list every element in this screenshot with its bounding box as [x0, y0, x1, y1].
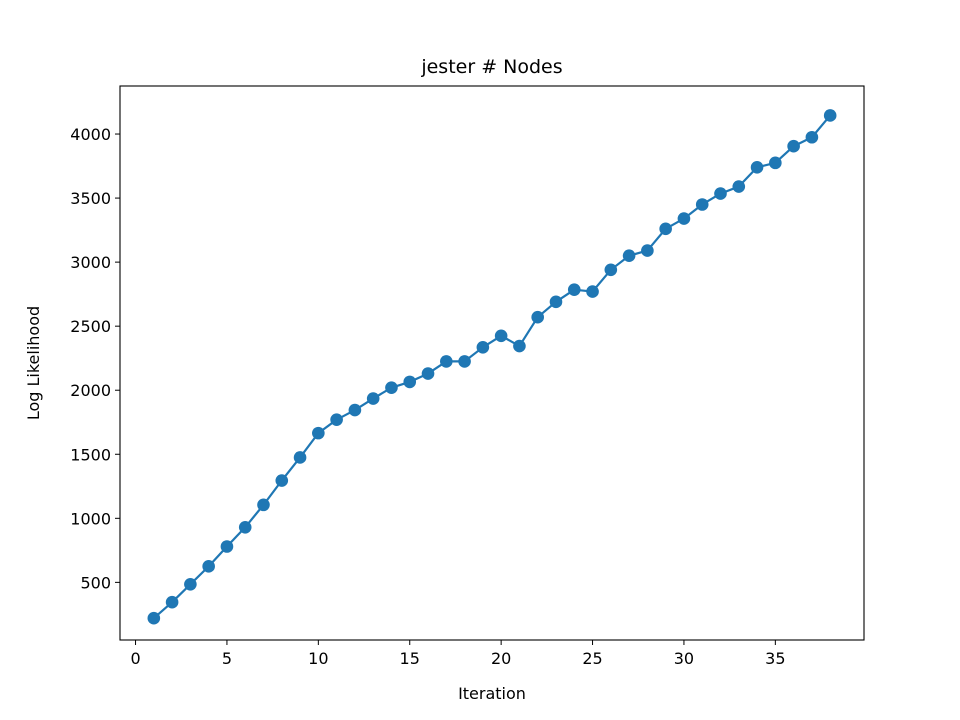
data-point	[366, 392, 380, 405]
data-point	[769, 156, 782, 170]
data-point	[220, 540, 234, 553]
x-tick-label: 15	[400, 649, 420, 668]
x-tick-label: 5	[222, 649, 232, 668]
x-tick-label: 20	[491, 649, 511, 668]
data-point	[330, 413, 343, 426]
data-point	[622, 249, 636, 263]
data-point	[494, 329, 508, 343]
data-point	[458, 355, 471, 368]
data-point	[312, 426, 325, 440]
data-point	[677, 212, 691, 225]
data-point	[184, 577, 197, 591]
y-tick-label: 4000	[70, 125, 111, 144]
data-point	[695, 198, 709, 211]
data-point	[604, 263, 618, 277]
data-point	[549, 295, 563, 309]
data-point	[805, 130, 819, 144]
data-point	[238, 520, 252, 534]
x-tick-label: 35	[765, 649, 785, 668]
data-point	[513, 339, 526, 353]
y-tick-label: 500	[80, 573, 111, 592]
x-tick-label: 0	[130, 649, 140, 668]
data-point	[147, 611, 161, 625]
data-point	[659, 222, 672, 236]
data-point	[567, 283, 581, 296]
y-tick-label: 1500	[70, 445, 111, 464]
data-point	[421, 367, 435, 380]
plot-frame	[119, 85, 865, 641]
data-point	[787, 139, 800, 153]
y-tick-label: 3000	[70, 253, 111, 272]
x-tick-label: 10	[308, 649, 328, 668]
data-point	[385, 381, 398, 394]
y-axis-label: Log Likelihood	[24, 306, 43, 420]
data-point	[586, 285, 599, 298]
data-point	[823, 109, 837, 122]
y-tick-label: 3500	[70, 189, 111, 208]
data-point	[750, 161, 764, 174]
data-point	[348, 403, 362, 417]
x-axis-label: Iteration	[458, 684, 526, 703]
series-layer	[147, 109, 837, 625]
data-point	[440, 355, 453, 368]
chart-title: jester # Nodes	[420, 56, 562, 78]
data-point	[732, 180, 746, 193]
data-point	[476, 341, 490, 354]
data-point	[275, 474, 289, 487]
y-tick-label: 1000	[70, 509, 111, 528]
x-tick-label: 30	[674, 649, 694, 668]
data-point	[531, 310, 544, 324]
data-point	[293, 451, 307, 464]
data-point	[403, 375, 417, 389]
data-point	[714, 187, 727, 200]
data-point	[641, 244, 654, 257]
x-axis: 0 5 10 15 20 25 30 35	[130, 640, 786, 668]
y-tick-label: 2500	[70, 317, 111, 336]
data-point	[165, 595, 179, 609]
y-axis: 500 1000 1500 2000 2500 3000 3500 4000	[70, 125, 120, 592]
x-tick-label: 25	[582, 649, 602, 668]
y-tick-label: 2000	[70, 381, 111, 400]
data-point	[202, 560, 215, 573]
data-point	[257, 498, 270, 512]
